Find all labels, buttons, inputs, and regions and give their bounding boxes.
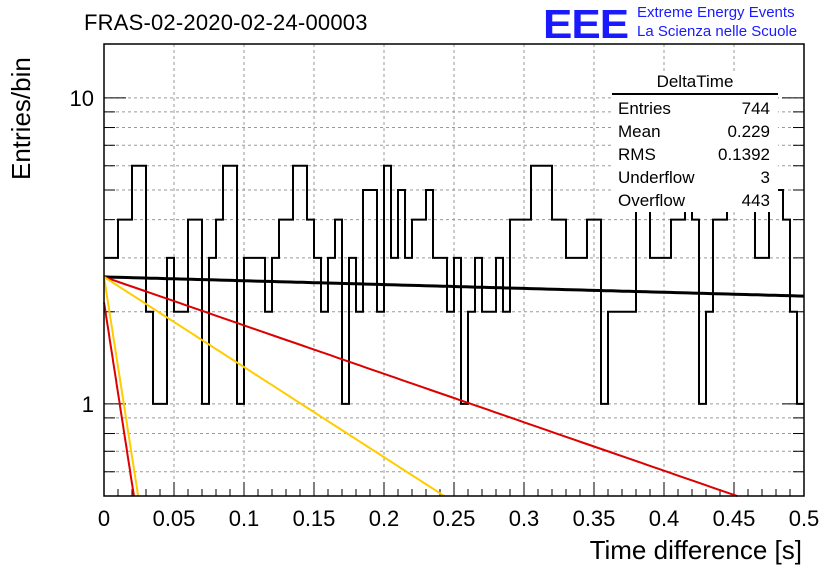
x-tick-label: 0.3 [509,506,540,531]
x-tick-label: 0.5 [789,506,820,531]
fit-curve-black-0 [103,275,805,298]
y-tick-label: 10 [70,86,94,111]
x-tick-label: 0.35 [573,506,616,531]
fit-curve-red-1 [103,275,738,497]
x-tick-label: 0.05 [153,506,196,531]
stats-row-entries: Entries 744 [612,97,778,120]
x-tick-label: 0 [98,506,110,531]
stats-value: 3 [760,168,770,187]
fit-curve-red-3 [103,302,135,497]
stats-value: 0.1392 [718,145,770,164]
logo-line2: La Scienza nelle Scuole [637,23,798,40]
stats-value: 0.229 [727,122,770,141]
x-tick-label: 0.25 [433,506,476,531]
y-tick-label: 1 [82,392,94,417]
stats-label: Mean [618,122,661,141]
stats-row-rms: RMS 0.1392 [612,143,778,166]
stats-title: DeltaTime [612,72,778,95]
fit-curves [103,275,805,497]
stats-label: Underflow [618,168,695,187]
x-tick-label: 0.15 [293,506,336,531]
y-axis-label: Entries/bin [6,57,36,180]
fit-curve-yellow-2 [103,276,445,497]
x-tick-label: 0.4 [649,506,680,531]
stats-label: Entries [618,99,671,118]
stats-label: RMS [618,145,656,164]
x-tick-label: 0.1 [229,506,260,531]
x-axis-label: Time difference [s] [589,535,802,565]
stats-box: DeltaTime Entries 744 Mean 0.229 RMS 0.1… [612,72,778,212]
eee-logo: EEE [543,2,629,48]
stats-value: 744 [741,99,770,118]
stats-row-overflow: Overflow 443 [612,189,778,212]
stats-label: Overflow [618,191,686,210]
fit-curve-yellow-4 [103,276,140,497]
plot-title: FRAS-02-2020-02-24-00003 [84,10,368,35]
logo-line1: Extreme Energy Events [637,4,795,21]
x-tick-label: 0.2 [369,506,400,531]
plot-frame [103,43,805,497]
stats-row-mean: Mean 0.229 [612,120,778,143]
x-tick-label: 0.45 [713,506,756,531]
stats-value: 443 [741,191,770,210]
stats-row-underflow: Underflow 3 [612,166,778,189]
tick-labels: 0 0.05 0.1 0.15 0.2 0.25 0.3 0.35 0.4 0.45 0.5 1 10 [70,86,820,531]
